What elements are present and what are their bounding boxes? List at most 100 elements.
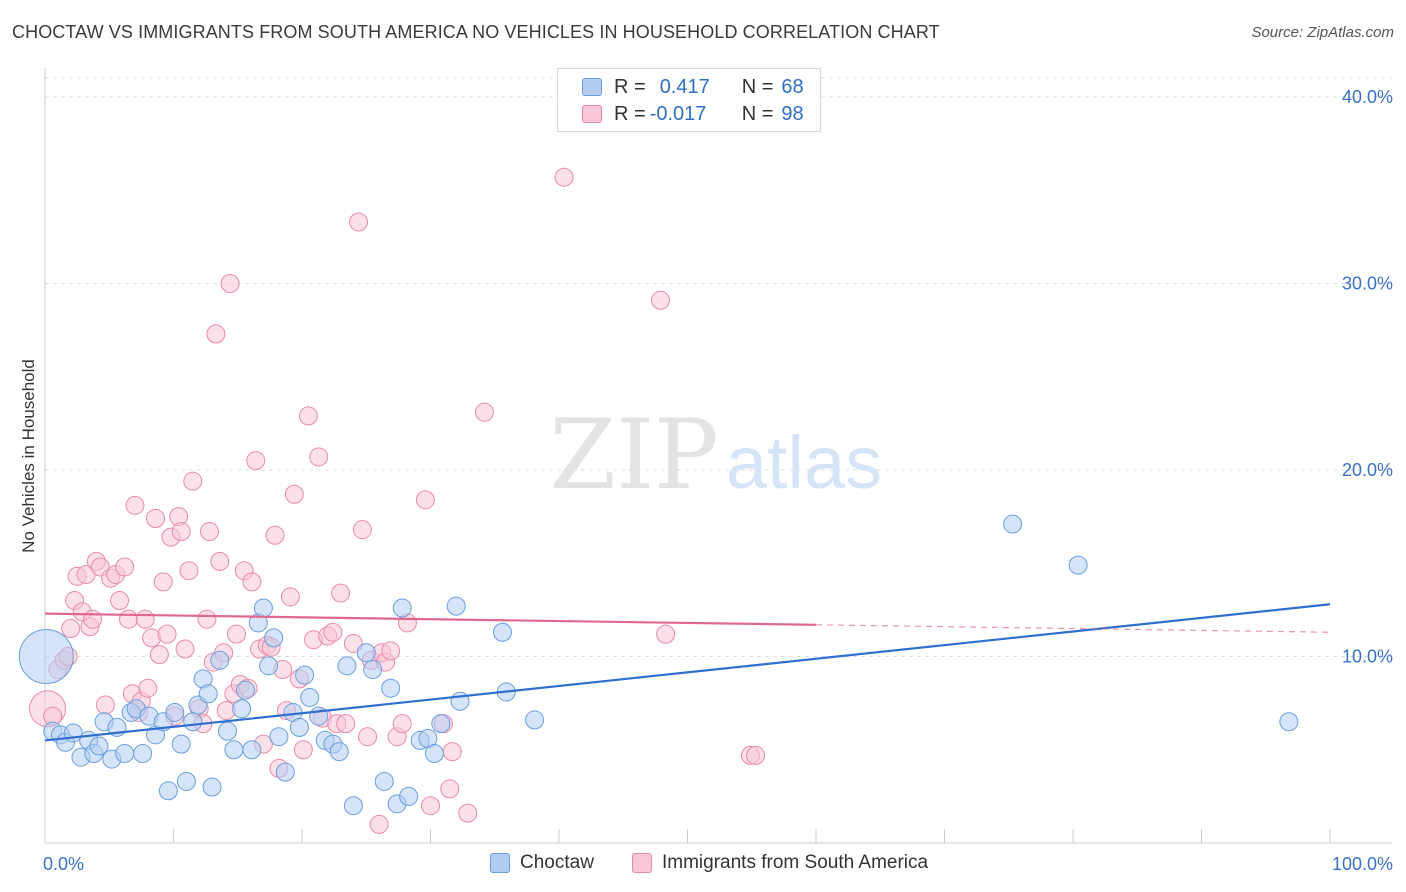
- immigrants-point: [220, 274, 240, 293]
- stats-row-immigrants: R = -0.017 N = 98: [582, 101, 804, 127]
- immigrants-point: [138, 678, 158, 698]
- choctaw-point: [269, 727, 289, 747]
- immigrants-point: [392, 714, 412, 734]
- choctaw-trend-line: [44, 603, 1331, 742]
- choctaw-swatch: [582, 78, 602, 96]
- choctaw-point: [374, 771, 394, 791]
- choctaw-point: [343, 796, 363, 816]
- immigrants-point: [421, 796, 440, 816]
- r-value-choctaw: 0.417: [659, 75, 710, 98]
- immigrants-point: [298, 406, 318, 426]
- immigrants-point: [135, 609, 155, 629]
- stats-row-choctaw: R = 0.417 N = 68: [582, 74, 804, 100]
- immigrants-point: [115, 557, 135, 577]
- immigrants-point: [440, 779, 460, 799]
- choctaw-point: [337, 656, 357, 676]
- n-value-immigrants: 98: [781, 102, 804, 125]
- immigrants-point: [153, 572, 173, 592]
- x-tick-label-min: 0.0%: [43, 854, 84, 874]
- chart-title: CHOCTAW VS IMMIGRANTS FROM SOUTH AMERICA…: [12, 22, 940, 42]
- immigrants-point: [197, 609, 217, 629]
- choctaw-point: [363, 660, 383, 680]
- choctaw-point: [202, 777, 222, 797]
- choctaw-point: [399, 786, 419, 806]
- immigrants-point: [458, 803, 478, 823]
- immigrants-point: [242, 572, 262, 592]
- choctaw-point: [217, 721, 237, 741]
- choctaw-point: [392, 598, 412, 618]
- choctaw-point: [210, 650, 230, 670]
- y-tick-label: 10.0%: [1342, 647, 1393, 667]
- r-label: R =: [614, 75, 646, 98]
- choctaw-point: [300, 688, 320, 708]
- choctaw-point: [275, 762, 295, 782]
- choctaw-point: [115, 743, 135, 763]
- immigrants-point: [336, 714, 356, 734]
- choctaw-point: [431, 714, 451, 734]
- immigrants-point: [442, 742, 462, 762]
- choctaw-point: [158, 781, 178, 801]
- choctaw-point: [224, 740, 244, 760]
- choctaw-point: [356, 643, 376, 663]
- choctaw-point: [264, 628, 284, 648]
- immigrants-point: [183, 471, 203, 491]
- immigrants-point: [474, 402, 494, 422]
- legend-item-immigrants[interactable]: Immigrants from South America: [632, 852, 928, 874]
- immigrants-point: [554, 167, 574, 187]
- immigrants-swatch: [582, 105, 602, 123]
- choctaw-point: [446, 596, 466, 616]
- immigrants-point: [656, 624, 676, 644]
- immigrants-point: [157, 624, 177, 644]
- immigrants-point: [125, 495, 145, 515]
- choctaw-point: [295, 665, 315, 685]
- immigrants-point: [171, 522, 191, 542]
- immigrants-point: [349, 212, 369, 232]
- immigrants-point: [119, 609, 139, 629]
- y-tick-label: 20.0%: [1342, 460, 1393, 480]
- immigrants-point: [210, 551, 230, 571]
- choctaw-point: [492, 622, 512, 642]
- immigrants-point: [293, 740, 313, 760]
- immigrants-point: [146, 508, 166, 528]
- watermark: ZIP atlas: [549, 399, 882, 511]
- y-axis-label: No Vehicles in Household: [19, 359, 38, 553]
- immigrants-legend-swatch: [632, 853, 652, 873]
- immigrants-point: [381, 641, 401, 661]
- series-legend: Choctaw Immigrants from South America: [0, 852, 1406, 878]
- immigrants-point: [358, 727, 378, 747]
- immigrants-point: [331, 583, 351, 603]
- choctaw-point: [289, 717, 309, 737]
- choctaw-point: [89, 736, 109, 756]
- choctaw-point: [176, 771, 196, 791]
- immigrants-point: [61, 619, 81, 639]
- choctaw-point: [165, 702, 185, 722]
- immigrants-point: [309, 447, 329, 467]
- choctaw-legend-swatch: [490, 853, 510, 873]
- legend-item-choctaw[interactable]: Choctaw: [490, 852, 594, 874]
- choctaw-point: [1279, 712, 1299, 732]
- choctaw-point: [171, 734, 191, 754]
- axes: 10.0% 20.0% 30.0% 40.0% 0.0% 100.0%: [43, 68, 1393, 874]
- stats-legend: R = 0.417 N = 68 R = -0.017 N = 98: [557, 68, 821, 132]
- choctaw-point: [235, 680, 255, 700]
- choctaw-point: [18, 629, 74, 684]
- choctaw-point: [232, 699, 252, 719]
- immigrants-point: [199, 522, 219, 542]
- immigrants-point: [95, 695, 115, 715]
- immigrants-point: [284, 484, 304, 504]
- axis-labels: No Vehicles in Household: [19, 359, 38, 553]
- immigrants-point: [369, 814, 389, 834]
- choctaw-point: [1068, 555, 1088, 575]
- immigrants-point: [746, 745, 766, 765]
- legend-label-immigrants: Immigrants from South America: [662, 852, 929, 873]
- choctaw-point: [381, 678, 401, 698]
- watermark-atlas: atlas: [726, 421, 882, 504]
- choctaw-point: [424, 743, 444, 763]
- choctaw-point: [525, 710, 545, 730]
- choctaw-point: [242, 740, 262, 760]
- y-tick-label: 30.0%: [1342, 274, 1393, 294]
- immigrants-point: [415, 490, 435, 510]
- choctaw-point: [253, 598, 273, 618]
- n-label: N =: [741, 102, 774, 125]
- choctaw-point: [198, 684, 218, 704]
